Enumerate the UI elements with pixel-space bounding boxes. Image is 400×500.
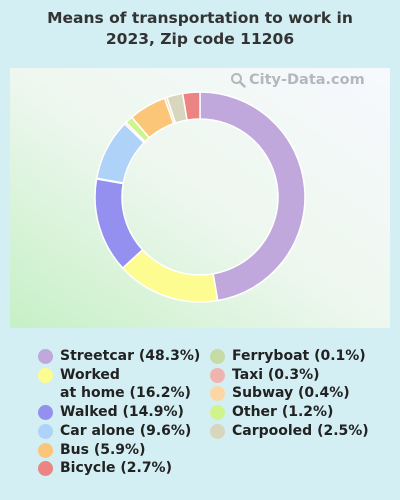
- legend-label: Car alone (9.6%): [60, 422, 192, 439]
- plot-area: [10, 68, 390, 328]
- legend-right-item-2: Subway (0.4%): [210, 384, 377, 402]
- legend-swatch: [38, 442, 53, 458]
- legend-left-item-0: Streetcar (48.3%): [38, 347, 205, 365]
- legend-left-item-2: Walked (14.9%): [38, 403, 205, 421]
- legend-swatch: [38, 367, 53, 383]
- legend-label: Worked at home (16.2%): [60, 366, 191, 401]
- legend-label: Bicycle (2.7%): [60, 460, 172, 477]
- chart-title: Means of transportation to work in 2023, …: [47, 9, 353, 48]
- legend-left-item-3: Car alone (9.6%): [38, 422, 205, 440]
- legend-right-item-3: Other (1.2%): [210, 403, 377, 421]
- donut-slice-10: [181, 91, 201, 121]
- legend-swatch: [210, 367, 225, 383]
- legend-right-item-1: Taxi (0.3%): [210, 366, 377, 384]
- legend-left-item-5: Bicycle (2.7%): [38, 459, 205, 477]
- legend-right-item-4: Carpooled (2.5%): [210, 422, 377, 440]
- donut-slice-2: [94, 177, 144, 270]
- legend-swatch: [38, 461, 53, 477]
- legend-swatch: [210, 405, 225, 421]
- magnifier-icon: [230, 72, 246, 88]
- watermark-text: City-Data.com: [249, 72, 365, 88]
- legend-label: Ferryboat (0.1%): [232, 348, 366, 364]
- legend-swatch: [210, 423, 225, 439]
- legend-swatch: [38, 423, 53, 439]
- legend-label: Walked (14.9%): [60, 404, 184, 421]
- legend-label: Carpooled (2.5%): [232, 422, 369, 439]
- legend-swatch: [210, 386, 225, 402]
- legend-label: Subway (0.4%): [232, 385, 350, 402]
- donut-slice-0: [199, 91, 306, 302]
- legend-swatch: [210, 349, 225, 364]
- legend-label: Bus (5.9%): [60, 441, 146, 458]
- legend-right-item-0: Ferryboat (0.1%): [210, 347, 377, 365]
- donut-chart: [94, 91, 306, 303]
- legend-label: Other (1.2%): [232, 404, 334, 421]
- legend-left-item-1: Worked at home (16.2%): [38, 366, 205, 402]
- legend-swatch: [38, 349, 53, 364]
- legend-label: Taxi (0.3%): [232, 366, 320, 383]
- legend-swatch: [38, 405, 53, 421]
- legend-label: Streetcar (48.3%): [60, 348, 201, 364]
- legend-left-item-4: Bus (5.9%): [38, 441, 205, 459]
- watermark: City-Data.com: [230, 72, 365, 88]
- donut-slice-1: [121, 248, 219, 303]
